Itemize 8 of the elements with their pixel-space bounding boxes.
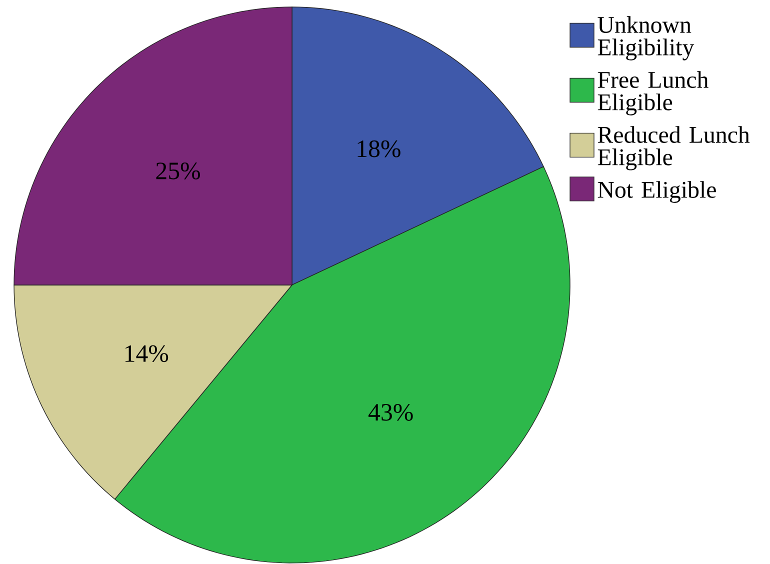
legend-label: Reduced Lunch Eligible (598, 126, 750, 170)
data-label: 43% (368, 404, 413, 421)
data-label: 25% (156, 162, 200, 180)
legend-label: Not Eligible (598, 181, 716, 203)
legend-label: Free Lunch Eligible (598, 71, 708, 116)
legend-label: Unknown Eligibility (598, 16, 694, 60)
data-label: 18% (358, 140, 400, 158)
data-label: 14% (125, 345, 168, 362)
